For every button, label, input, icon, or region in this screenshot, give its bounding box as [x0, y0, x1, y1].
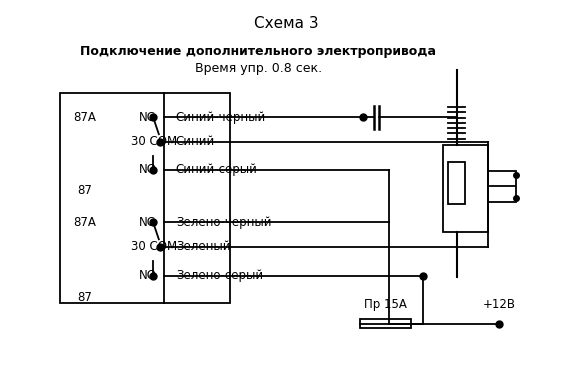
- Text: 87A: 87A: [73, 216, 96, 229]
- Text: 87A: 87A: [73, 111, 96, 124]
- Text: NO: NO: [139, 163, 156, 176]
- Text: Подключение дополнительного электропривода: Подключение дополнительного электроприво…: [80, 45, 436, 58]
- Bar: [488, 171, 516, 202]
- Bar: [448, 162, 465, 203]
- Text: NC: NC: [139, 111, 156, 124]
- Text: Синий-серый: Синий-серый: [176, 163, 258, 176]
- Text: Зелено-черный: Зелено-черный: [176, 216, 272, 229]
- Text: Время упр. 0.8 сек.: Время упр. 0.8 сек.: [195, 62, 321, 75]
- Bar: [60, 93, 230, 303]
- Text: Зеленый: Зеленый: [176, 240, 230, 253]
- Text: NC: NC: [139, 216, 156, 229]
- Text: Синий: Синий: [176, 135, 215, 148]
- Text: Схема 3: Схема 3: [254, 16, 319, 31]
- Text: Пр 15А: Пр 15А: [364, 298, 407, 311]
- Text: +12В: +12В: [483, 298, 516, 311]
- Text: 87: 87: [77, 184, 92, 197]
- Text: Зелено-серый: Зелено-серый: [176, 269, 263, 282]
- Text: 30 COM: 30 COM: [131, 240, 178, 253]
- Text: Синий-черный: Синий-черный: [176, 111, 266, 124]
- Bar: [360, 319, 411, 328]
- Text: NO: NO: [139, 269, 156, 282]
- Bar: [442, 146, 488, 232]
- Text: 30 COM: 30 COM: [131, 135, 178, 148]
- Text: 87: 87: [77, 291, 92, 304]
